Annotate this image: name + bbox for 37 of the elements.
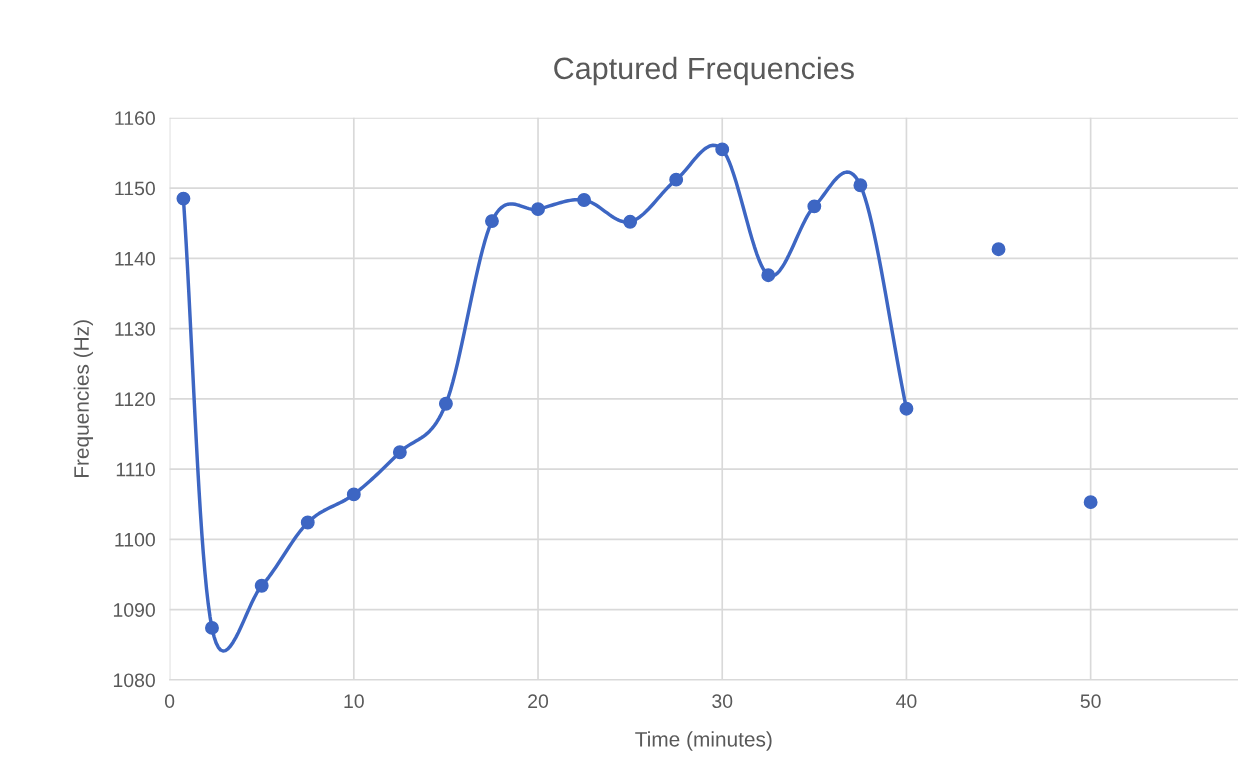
y-tick-label: 1090 [113,603,155,617]
x-tick-label: 40 [896,694,917,709]
point [623,214,638,229]
point [853,178,868,193]
point [392,445,407,460]
x-tick-label: 50 [1080,694,1101,709]
x-tick-label: 10 [344,694,364,709]
point [531,202,545,217]
y-tick-label: 1150 [115,181,155,196]
x-tick-label: 20 [528,694,549,709]
point [761,268,776,283]
y-tick-label: 1140 [115,251,155,266]
point [205,620,219,635]
y-tick-label: 1160 [115,111,155,126]
y-axis-title: Frequencies (Hz) [73,320,94,478]
point [176,191,191,206]
point [438,396,453,411]
x-axis-title: Time (minutes) [635,731,772,751]
point [669,172,684,187]
point [807,199,822,214]
point [899,401,914,416]
y-tick-label: 1130 [115,322,155,336]
point [991,242,1006,257]
y-tick-label: 1080 [113,673,155,688]
point [577,193,592,207]
point [346,487,361,502]
point [485,214,499,229]
x-tick-label: 30 [712,694,733,709]
y-tick-label: 1120 [115,392,155,407]
point [300,515,315,530]
chart-title: Captured Frequencies [554,56,854,86]
point [715,142,730,157]
point [1083,495,1098,510]
y-tick-label: 1100 [115,532,155,547]
y-tick-label: 1110 [116,462,155,477]
point [254,578,269,593]
x-tick-label: 0 [164,694,175,709]
